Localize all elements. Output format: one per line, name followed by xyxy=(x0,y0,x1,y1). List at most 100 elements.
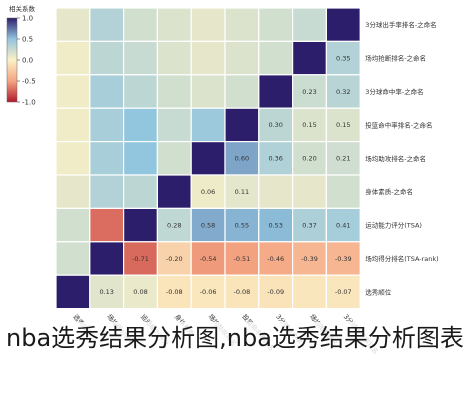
cell-value-label: 0.37 xyxy=(302,221,316,229)
heatmap-cell xyxy=(55,207,91,243)
cell-value-label: -0.06 xyxy=(200,288,217,296)
row-label: 选秀顺位 xyxy=(365,287,392,296)
heatmap-cell xyxy=(89,107,125,143)
heatmap-cell xyxy=(190,40,226,76)
heatmap-cell xyxy=(89,241,125,276)
heatmap-cell xyxy=(292,141,328,176)
heatmap-cell xyxy=(89,174,125,210)
colorbar-tick-label: -0.5 xyxy=(22,78,36,86)
heatmap-cell xyxy=(224,40,260,76)
cell-value-label: 0.15 xyxy=(336,121,350,129)
row-label: 3分球出手率排名-之命名 xyxy=(365,20,436,29)
heatmap-cell xyxy=(190,274,226,310)
heatmap-cell xyxy=(89,274,125,310)
cell-value-label: 0.15 xyxy=(302,121,316,129)
cell-value-label: 0.30 xyxy=(268,121,282,129)
heatmap-cell xyxy=(325,174,361,210)
heatmap-cell xyxy=(325,74,361,109)
colorbar: 相关系数 1.0 0.5 0.0 -0.5 -1.0 xyxy=(6,4,36,107)
colorbar-gradient xyxy=(6,17,18,103)
row-label: 场均抢断排名-之命名 xyxy=(365,54,426,63)
heatmap-cell xyxy=(224,174,260,210)
heatmap-cell xyxy=(156,174,192,210)
cell-value-label: 0.20 xyxy=(302,155,316,163)
colorbar-title: 相关系数 xyxy=(9,4,36,13)
heatmap-cell xyxy=(292,207,328,243)
row-label: 场均得分排名(TSA-rank) xyxy=(365,254,438,263)
cell-value-label: 0.32 xyxy=(336,88,350,96)
heatmap-cell xyxy=(55,40,91,76)
cell-value-label: 0.23 xyxy=(302,88,316,96)
heatmap-cell xyxy=(258,7,294,43)
heatmap-cell xyxy=(258,274,294,310)
row-label: 3分球命中率-之命名 xyxy=(365,87,423,96)
heatmap-cell xyxy=(224,107,260,143)
heatmap-cell xyxy=(122,74,158,109)
cell-value-label: 0.36 xyxy=(268,155,282,163)
heatmap-cell xyxy=(89,74,125,109)
cell-value-label: 0.58 xyxy=(201,221,215,229)
cell-value-label: -0.09 xyxy=(267,288,284,296)
cell-value-label: -0.54 xyxy=(200,255,217,263)
cell-value-label: 0.13 xyxy=(99,288,113,296)
heatmap-cell xyxy=(224,74,260,109)
cell-value-label: -0.71 xyxy=(132,255,149,263)
heatmap-cell xyxy=(156,241,192,276)
heatmap-cell xyxy=(292,7,328,43)
heatmap-cell xyxy=(122,207,158,243)
heatmap-cell xyxy=(89,141,125,176)
heatmap-cell xyxy=(89,7,125,43)
heatmap-cell xyxy=(258,241,294,276)
heatmap-cell xyxy=(122,107,158,143)
cell-value-label: 0.41 xyxy=(336,221,350,229)
heatmap-cell xyxy=(55,7,91,43)
heatmap-cell xyxy=(292,107,328,143)
heatmap-cell xyxy=(292,40,328,76)
cell-value-label: 0.60 xyxy=(235,155,249,163)
heatmap-cell xyxy=(190,74,226,109)
heatmap-cell xyxy=(325,207,361,243)
cell-value-label: 0.35 xyxy=(336,54,350,62)
cell-value-label: -0.08 xyxy=(166,288,183,296)
heatmap-cell xyxy=(190,141,226,176)
heatmap-cell xyxy=(258,40,294,76)
heatmap-cell xyxy=(89,207,125,243)
cell-value-label: 0.21 xyxy=(336,155,350,163)
cell-value-label: 0.28 xyxy=(167,221,181,229)
row-label: 投篮命中率排名-之命名 xyxy=(365,120,432,129)
row-label: 运动能力评分(TSA) xyxy=(365,221,422,230)
heatmap-cell xyxy=(122,174,158,210)
cell-value-label: -0.39 xyxy=(301,255,318,263)
heatmap-cell xyxy=(122,141,158,176)
cell-value-label: -0.08 xyxy=(233,288,250,296)
colorbar-tick-label: -1.0 xyxy=(22,99,36,107)
heatmap-cell xyxy=(190,7,226,43)
colorbar-tick-label: 1.0 xyxy=(22,15,33,23)
heatmap-cell xyxy=(156,7,192,43)
heatmap-cell xyxy=(190,107,226,143)
heatmap-cell xyxy=(258,74,294,109)
heatmap-cell xyxy=(122,7,158,43)
cell-value-label: 0.11 xyxy=(235,188,249,196)
heatmap-cell xyxy=(224,7,260,43)
heatmap-cell xyxy=(325,7,361,43)
cell-value-label: 0.08 xyxy=(133,288,147,296)
heatmap-cell xyxy=(292,241,328,276)
heatmap-cell xyxy=(292,274,328,310)
heatmap-cell xyxy=(292,174,328,210)
heatmap-cell xyxy=(55,174,91,210)
heatmap-cell-labels: 0.35 0.23 0.32 0.30 0.15 0.15 0.60 0.36 0.20 0.21… xyxy=(99,54,351,296)
heatmap-cell xyxy=(122,40,158,76)
heatmap-cell xyxy=(156,74,192,109)
cell-value-label: -0.46 xyxy=(267,255,284,263)
cell-value-label: -0.51 xyxy=(233,255,250,263)
heatmap-cell xyxy=(325,40,361,76)
heatmap-cell xyxy=(258,141,294,176)
cell-value-label: -0.20 xyxy=(166,255,183,263)
heatmap-cell xyxy=(55,241,91,276)
heatmap-cell xyxy=(55,74,91,109)
heatmap-cell xyxy=(55,107,91,143)
heatmap-cell xyxy=(156,141,192,176)
